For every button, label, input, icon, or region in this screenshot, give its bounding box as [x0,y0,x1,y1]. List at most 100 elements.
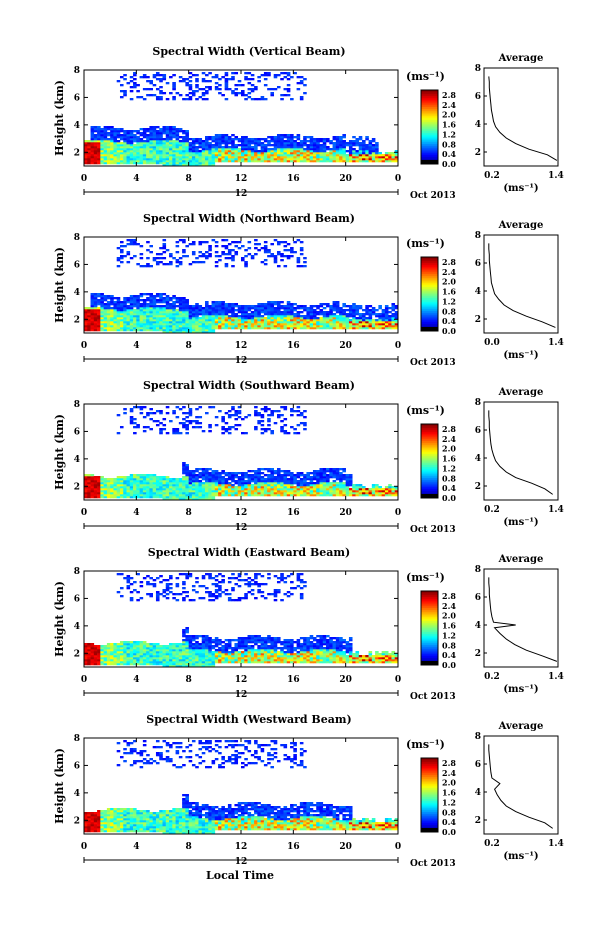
y-tick-label: 2 [74,315,80,325]
colorbar-tick-label: 1.2 [442,296,456,306]
colorbar-tick-label: 1.6 [442,120,456,130]
avg-y-tick-label: 8 [475,398,481,408]
average-profile: Average 2 4 6 8 0.0 1.4 (ms⁻¹) [475,220,564,361]
avg-x-tick-label: 1.4 [548,505,564,515]
date-axis-label: 12 [235,690,248,700]
colorbar-tick-label: 2.4 [442,100,456,110]
panel-3: Spectral Width (Eastward Beam) 2 4 6 8 Height… [53,546,564,702]
avg-y-tick-label: 4 [475,287,481,297]
heatmap-cells [84,573,399,668]
avg-y-tick-label: 2 [475,816,481,826]
avg-y-tick-label: 8 [475,64,481,74]
x-tick-label: 4 [133,675,139,685]
avg-y-tick-label: 2 [475,649,481,659]
colorbar-tick-label: 0.4 [442,316,456,326]
y-axis-label: Height (km) [53,247,66,323]
avg-x-tick-label: 0.0 [484,338,500,348]
avg-y-tick-label: 6 [475,593,481,603]
y-tick-label: 4 [74,789,80,799]
x-tick-label: 12 [235,675,248,685]
colorbar-tick-label: 1.6 [442,788,456,798]
colorbar-tick-label: 0.0 [442,660,456,670]
panel-title: Spectral Width (Westward Beam) [146,713,351,726]
colorbar-tick-label: 2.4 [442,434,456,444]
y-tick-label: 2 [74,482,80,492]
date-axis-label: 12 [235,857,248,867]
colorbar-unit: (ms⁻¹) [406,738,445,751]
y-tick-label: 2 [74,816,80,826]
colorbar-tick-label: 1.2 [442,630,456,640]
average-title: Average [498,387,544,398]
x-tick-label: 16 [287,842,300,852]
colorbar-unit: (ms⁻¹) [406,571,445,584]
colorbar-tick-label: 0.8 [442,306,456,316]
average-profile: Average 2 4 6 8 0.2 1.4 (ms⁻¹) [475,721,564,862]
average-profile: Average 2 4 6 8 0.2 1.4 (ms⁻¹) [475,387,564,528]
colorbar-tick-label: 2.0 [442,611,456,621]
heatmap-cells [84,740,399,835]
colorbar [420,423,439,499]
colorbar-tick-label: 0.8 [442,139,456,149]
x-tick-label: 12 [235,842,248,852]
x-tick-label: 20 [339,341,352,351]
colorbar-tick-label: 2.0 [442,277,456,287]
colorbar-tick-label: 2.8 [442,257,456,267]
y-tick-label: 6 [74,427,80,437]
colorbar-frame [420,590,439,666]
colorbar-tick-label: 1.6 [442,287,456,297]
average-frame [483,735,559,835]
average-frame [483,67,559,167]
colorbar-tick-label: 2.0 [442,110,456,120]
average-title: Average [498,53,544,64]
avg-y-tick-label: 2 [475,148,481,158]
x-tick-label: 16 [287,675,300,685]
colorbar-tick-label: 0.4 [442,149,456,159]
colorbar-tick-label: 1.2 [442,129,456,139]
colorbar-tick-label: 2.8 [442,591,456,601]
colorbar-tick-label: 0.8 [442,640,456,650]
avg-y-tick-label: 8 [475,565,481,575]
heatmap-cells [84,406,399,501]
avg-y-tick-label: 2 [475,482,481,492]
x-tick-label: 4 [133,174,139,184]
x-tick-label: 0 [81,842,87,852]
colorbar-tick-label: 1.6 [442,621,456,631]
colorbar [420,256,439,332]
colorbar-tick-label: 1.6 [442,454,456,464]
y-tick-label: 6 [74,260,80,270]
y-tick-label: 8 [74,66,80,76]
x-tick-label: 4 [133,341,139,351]
panel-title: Spectral Width (Vertical Beam) [152,45,345,58]
x-tick-label: 12 [235,508,248,518]
x-tick-label: 0 [81,675,87,685]
y-tick-label: 6 [74,761,80,771]
x-tick-label: 0 [395,508,401,518]
average-line [488,410,553,495]
x-tick-label: 16 [287,341,300,351]
colorbar-tick-label: 0.4 [442,650,456,660]
avg-x-label: (ms⁻¹) [503,183,538,194]
average-profile: Average 2 4 6 8 0.2 1.4 (ms⁻¹) [475,53,564,194]
date-axis-label: 12 [235,356,248,366]
colorbar-tick-label: 2.0 [442,778,456,788]
x-tick-label: 0 [395,174,401,184]
average-frame [483,568,559,668]
y-tick-label: 4 [74,622,80,632]
avg-x-tick-label: 0.2 [484,672,500,682]
colorbar-frame [420,423,439,499]
y-tick-label: 8 [74,567,80,577]
panel-4: Spectral Width (Westward Beam) 2 4 6 8 Height… [53,713,564,869]
colorbar-tick-label: 2.4 [442,601,456,611]
x-tick-label: 20 [339,675,352,685]
colorbar [420,590,439,666]
avg-x-tick-label: 1.4 [548,171,564,181]
average-title: Average [498,220,544,231]
colorbar-tick-label: 1.2 [442,797,456,807]
colorbar-frame [420,256,439,332]
x-tick-label: 8 [186,842,192,852]
avg-y-tick-label: 6 [475,760,481,770]
y-tick-label: 4 [74,288,80,298]
y-axis-label: Height (km) [53,581,66,657]
date-label: Oct 2013 [410,859,456,869]
avg-y-tick-label: 6 [475,426,481,436]
